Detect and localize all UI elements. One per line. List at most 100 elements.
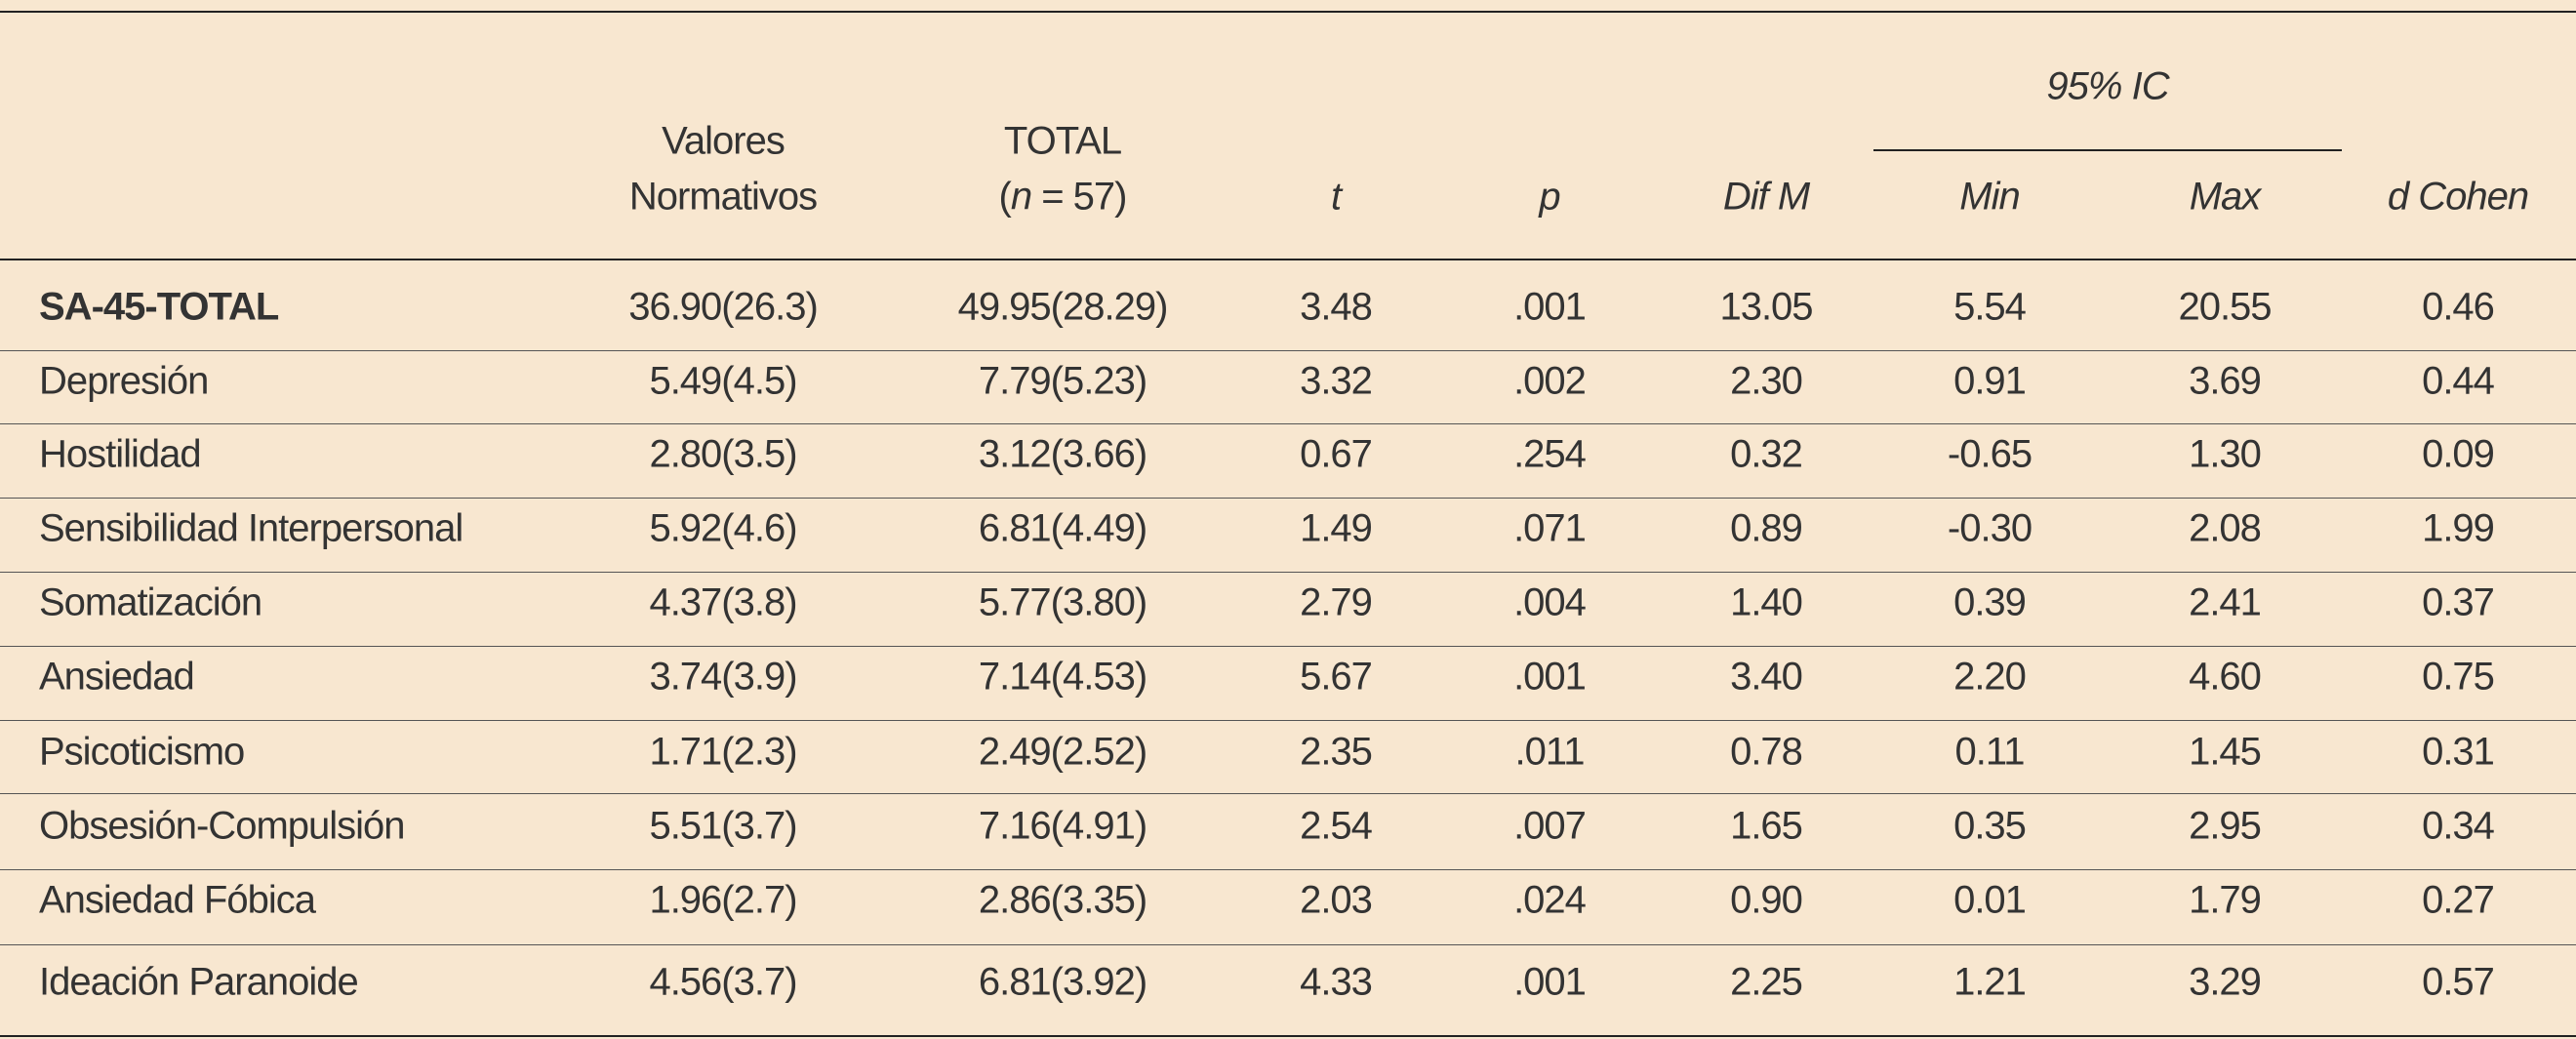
cell: 0.27 <box>2422 878 2495 922</box>
cell: 0.34 <box>2422 804 2495 848</box>
header-cell: TOTAL <box>1003 119 1122 163</box>
cell: 20.55 <box>2178 285 2272 329</box>
cell: 4.33 <box>1300 960 1373 1004</box>
header-text: ( <box>998 175 1012 219</box>
cell: 0.37 <box>2422 580 2495 624</box>
cell: 0.89 <box>1730 506 1803 550</box>
header-cell: Min <box>1959 175 2020 219</box>
cell: 3.29 <box>2189 960 2262 1004</box>
cell: 2.08 <box>2189 506 2262 550</box>
cell: 0.75 <box>2422 655 2495 699</box>
cell: 7.14(4.53) <box>978 655 1147 699</box>
cell: 36.90(26.3) <box>628 285 819 329</box>
row-rule <box>0 423 2576 424</box>
cell: .024 <box>1513 878 1587 922</box>
cell: 1.45 <box>2189 730 2262 774</box>
cell: 2.86(3.35) <box>978 878 1147 922</box>
cell: 3.40 <box>1730 655 1803 699</box>
cell: 2.41 <box>2189 580 2262 624</box>
row-label: Obsesión-Compulsión <box>39 804 406 848</box>
header-cell: Dif M <box>1722 175 1810 219</box>
header-cell: 95% IC <box>2046 64 2169 108</box>
cell: 0.31 <box>2422 730 2495 774</box>
row-rule <box>0 350 2576 351</box>
header-cell: d Cohen <box>2387 175 2529 219</box>
cell: 0.11 <box>1954 730 2026 774</box>
cell: .011 <box>1514 730 1586 774</box>
header-cell: (n = 57) <box>998 175 1128 220</box>
cell: 5.54 <box>1953 285 2027 329</box>
cell: 3.74(3.9) <box>649 655 797 699</box>
cell: 0.67 <box>1300 432 1373 476</box>
cell: 0.39 <box>1953 580 2027 624</box>
cell: 1.96(2.7) <box>649 878 797 922</box>
cell: 0.35 <box>1953 804 2027 848</box>
cell: 1.40 <box>1730 580 1803 624</box>
cell: 5.67 <box>1300 655 1373 699</box>
cell: .001 <box>1513 285 1587 329</box>
cell: .254 <box>1513 432 1587 476</box>
header-cell: Valores <box>662 119 785 163</box>
cell: 0.78 <box>1730 730 1803 774</box>
cell: -0.65 <box>1947 432 2033 476</box>
row-rule <box>0 572 2576 573</box>
header-text: = 57) <box>1031 175 1127 219</box>
cell: 4.37(3.8) <box>649 580 797 624</box>
cell: .004 <box>1513 580 1587 624</box>
cell: 2.95 <box>2189 804 2262 848</box>
cell: 0.09 <box>2422 432 2495 476</box>
cell: 0.44 <box>2422 359 2495 403</box>
cell: 5.51(3.7) <box>649 804 797 848</box>
cell: 0.91 <box>1953 359 2027 403</box>
cell: 2.80(3.5) <box>649 432 797 476</box>
cell: 2.35 <box>1300 730 1373 774</box>
header-text: n <box>1010 175 1032 219</box>
cell: 3.32 <box>1300 359 1373 403</box>
header-cell: Max <box>2189 175 2262 219</box>
cell: .002 <box>1513 359 1587 403</box>
row-label: SA-45-TOTAL <box>39 285 279 329</box>
cell: 0.46 <box>2422 285 2495 329</box>
cell: 6.81(3.92) <box>978 960 1147 1004</box>
ic-rule <box>1873 149 2342 151</box>
cell: 0.90 <box>1730 878 1803 922</box>
row-label: Ansiedad <box>39 655 195 699</box>
cell: .071 <box>1513 506 1587 550</box>
row-label: Psicoticismo <box>39 730 245 774</box>
row-label: Ideación Paranoide <box>39 960 359 1004</box>
cell: 1.99 <box>2422 506 2495 550</box>
cell: 3.12(3.66) <box>978 432 1147 476</box>
cell: .001 <box>1513 960 1587 1004</box>
row-rule <box>0 646 2576 647</box>
row-rule <box>0 498 2576 499</box>
row-rule <box>0 793 2576 794</box>
cell: 2.20 <box>1953 655 2027 699</box>
row-label: Depresión <box>39 359 209 403</box>
row-rule <box>0 869 2576 870</box>
cell: 5.77(3.80) <box>978 580 1147 624</box>
cell: 1.30 <box>2189 432 2262 476</box>
header-cell: t <box>1330 175 1342 219</box>
cell: 1.65 <box>1730 804 1803 848</box>
cell: 0.01 <box>1953 878 2027 922</box>
cell: 7.16(4.91) <box>978 804 1147 848</box>
header-cell: Normativos <box>628 175 818 219</box>
header-cell: p <box>1539 175 1560 219</box>
cell: 13.05 <box>1719 285 1813 329</box>
cell: 1.21 <box>1953 960 2027 1004</box>
cell: 3.69 <box>2189 359 2262 403</box>
row-label: Ansiedad Fóbica <box>39 878 316 922</box>
top-rule <box>0 11 2576 13</box>
cell: 2.25 <box>1730 960 1803 1004</box>
cell: .007 <box>1513 804 1587 848</box>
cell: 5.49(4.5) <box>649 359 797 403</box>
cell: .001 <box>1513 655 1587 699</box>
cell: 5.92(4.6) <box>649 506 797 550</box>
row-label: Somatización <box>39 580 262 624</box>
cell: 2.03 <box>1300 878 1373 922</box>
cell: 49.95(28.29) <box>957 285 1169 329</box>
cell: 1.79 <box>2189 878 2262 922</box>
cell: 2.49(2.52) <box>978 730 1147 774</box>
cell: -0.30 <box>1947 506 2033 550</box>
